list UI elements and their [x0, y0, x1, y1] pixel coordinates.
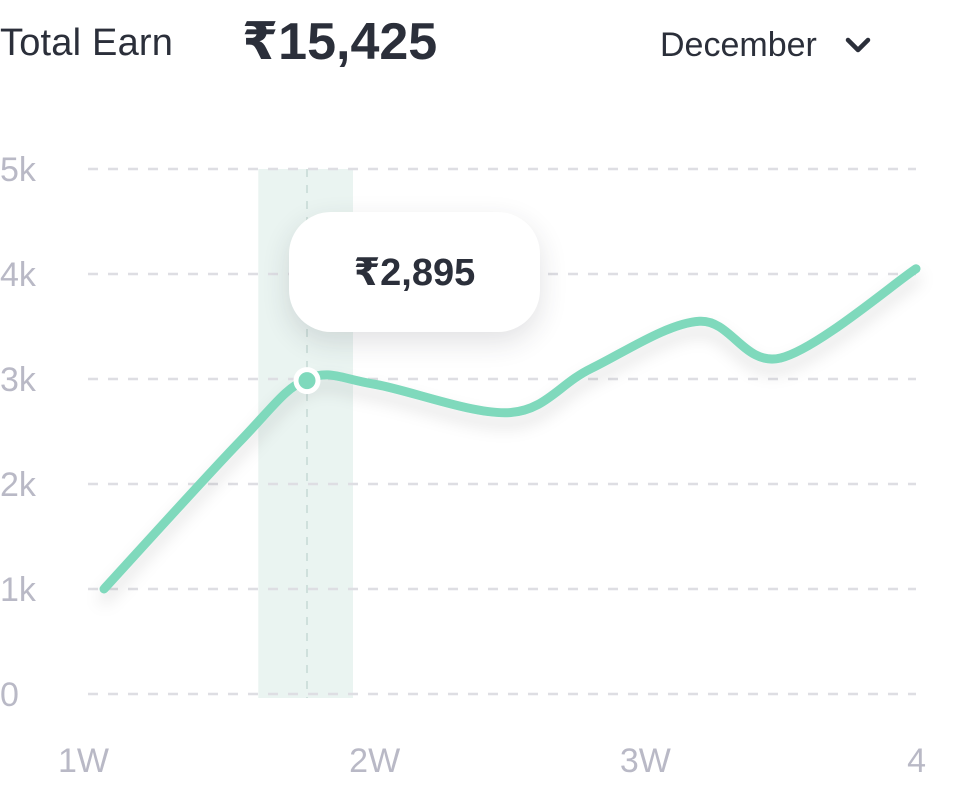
x-tick-label: 3W	[620, 742, 671, 780]
y-tick-label: 3k	[0, 361, 37, 399]
x-tick-label: 2W	[349, 742, 400, 780]
total-earn-label: Total Earn	[0, 22, 174, 64]
data-point-marker[interactable]	[293, 367, 321, 395]
month-dropdown[interactable]: December	[660, 20, 873, 70]
total-earn-value: ₹15,425	[242, 13, 438, 71]
y-tick-label: 1k	[0, 571, 37, 609]
series-line	[99, 264, 921, 594]
y-tick-label: 5k	[0, 151, 37, 189]
tooltip: ₹2,895	[289, 212, 540, 332]
header: Total Earn ₹15,425 December	[0, 0, 954, 90]
chevron-down-icon	[845, 37, 871, 53]
y-tick-label: 0	[0, 676, 19, 714]
y-tick-label: 2k	[0, 466, 37, 504]
x-tick-label: 1W	[58, 742, 109, 780]
x-tick-label: 4	[907, 742, 926, 780]
month-dropdown-label: December	[660, 25, 817, 64]
y-tick-label: 4k	[0, 256, 37, 294]
tooltip-value: ₹2,895	[353, 251, 476, 294]
